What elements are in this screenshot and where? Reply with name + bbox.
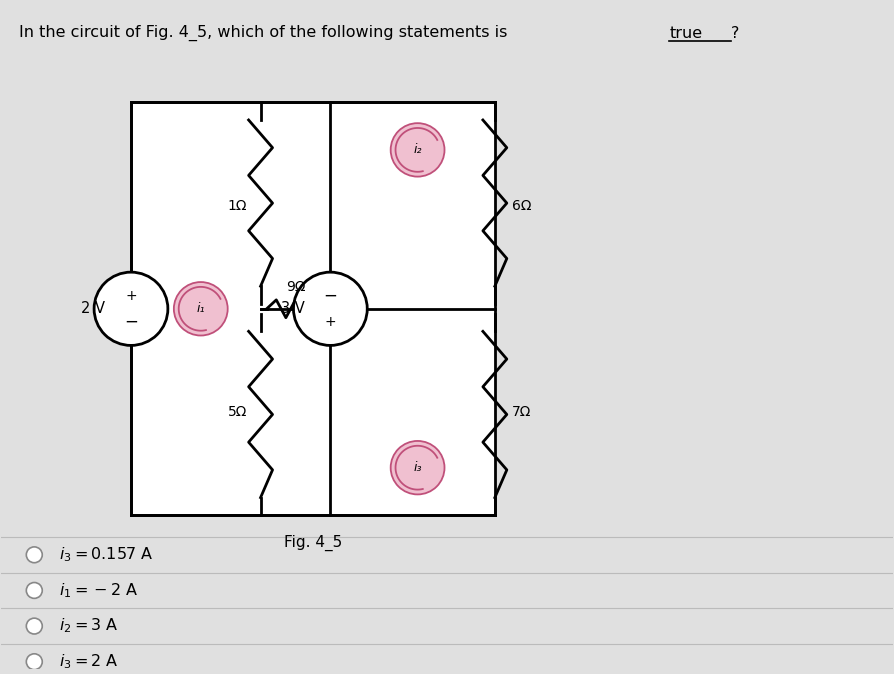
Text: 9Ω: 9Ω xyxy=(286,280,305,294)
Text: 1Ω: 1Ω xyxy=(228,199,248,212)
Circle shape xyxy=(391,123,444,177)
Text: i₁: i₁ xyxy=(197,302,205,315)
Circle shape xyxy=(26,618,42,634)
Circle shape xyxy=(26,582,42,599)
Text: −: − xyxy=(124,313,138,331)
Text: $i_3 = 0.157$ A: $i_3 = 0.157$ A xyxy=(59,545,154,564)
Text: i₂: i₂ xyxy=(413,144,422,156)
Circle shape xyxy=(94,272,168,345)
Text: −: − xyxy=(324,287,337,305)
Text: +: + xyxy=(125,289,137,303)
Text: 6Ω: 6Ω xyxy=(512,199,532,212)
Text: 2 V: 2 V xyxy=(81,301,105,316)
Circle shape xyxy=(26,547,42,563)
Circle shape xyxy=(293,272,367,345)
Text: $i_1 = -2$ A: $i_1 = -2$ A xyxy=(59,581,139,600)
Bar xyxy=(131,102,495,515)
Text: +: + xyxy=(325,315,336,329)
Text: i₃: i₃ xyxy=(413,461,422,474)
Text: Fig. 4_5: Fig. 4_5 xyxy=(283,535,342,551)
Text: 7Ω: 7Ω xyxy=(512,405,531,419)
Circle shape xyxy=(391,441,444,495)
Text: true: true xyxy=(670,26,703,40)
Text: 3 V: 3 V xyxy=(281,301,304,316)
Circle shape xyxy=(173,282,228,336)
Text: $i_2 = 3$ A: $i_2 = 3$ A xyxy=(59,617,119,636)
Text: 5Ω: 5Ω xyxy=(228,405,248,419)
Circle shape xyxy=(26,654,42,670)
Text: In the circuit of Fig. 4_5, which of the following statements is: In the circuit of Fig. 4_5, which of the… xyxy=(20,25,513,41)
Text: $i_3 = 2$ A: $i_3 = 2$ A xyxy=(59,652,119,671)
Text: ?: ? xyxy=(731,26,739,40)
